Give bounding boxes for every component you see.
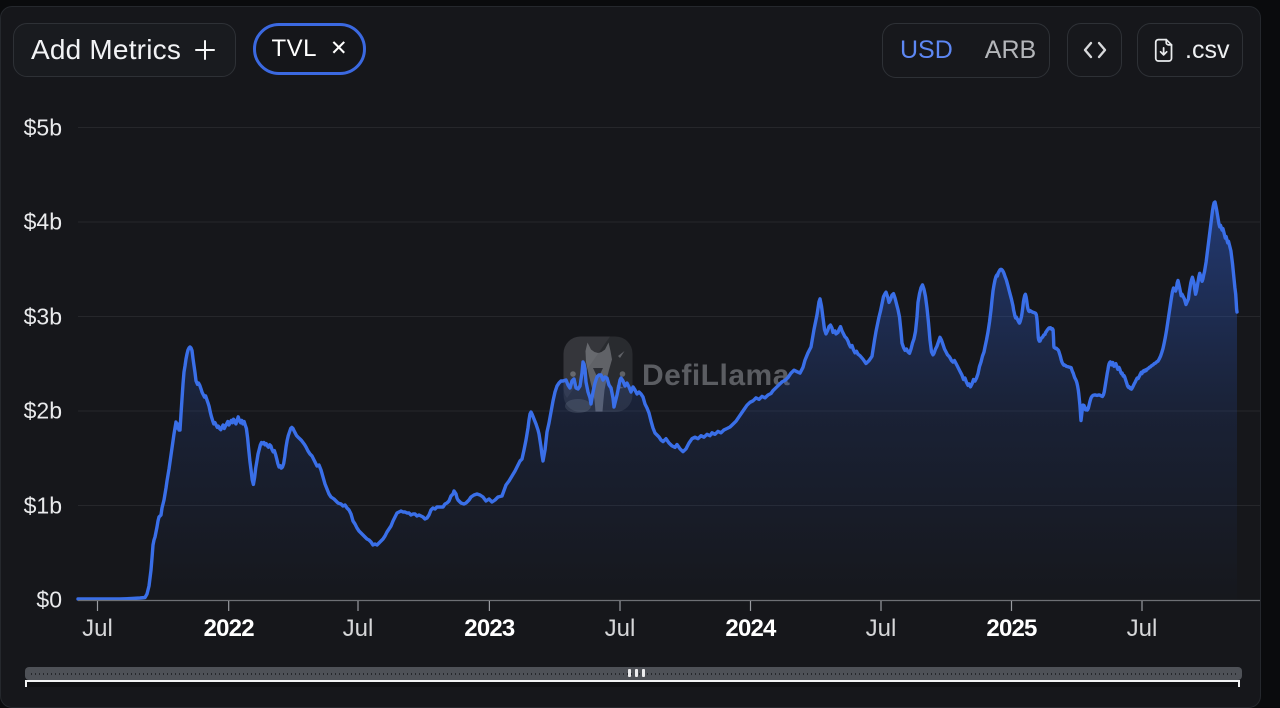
svg-text:DefiLlama: DefiLlama xyxy=(642,359,790,392)
